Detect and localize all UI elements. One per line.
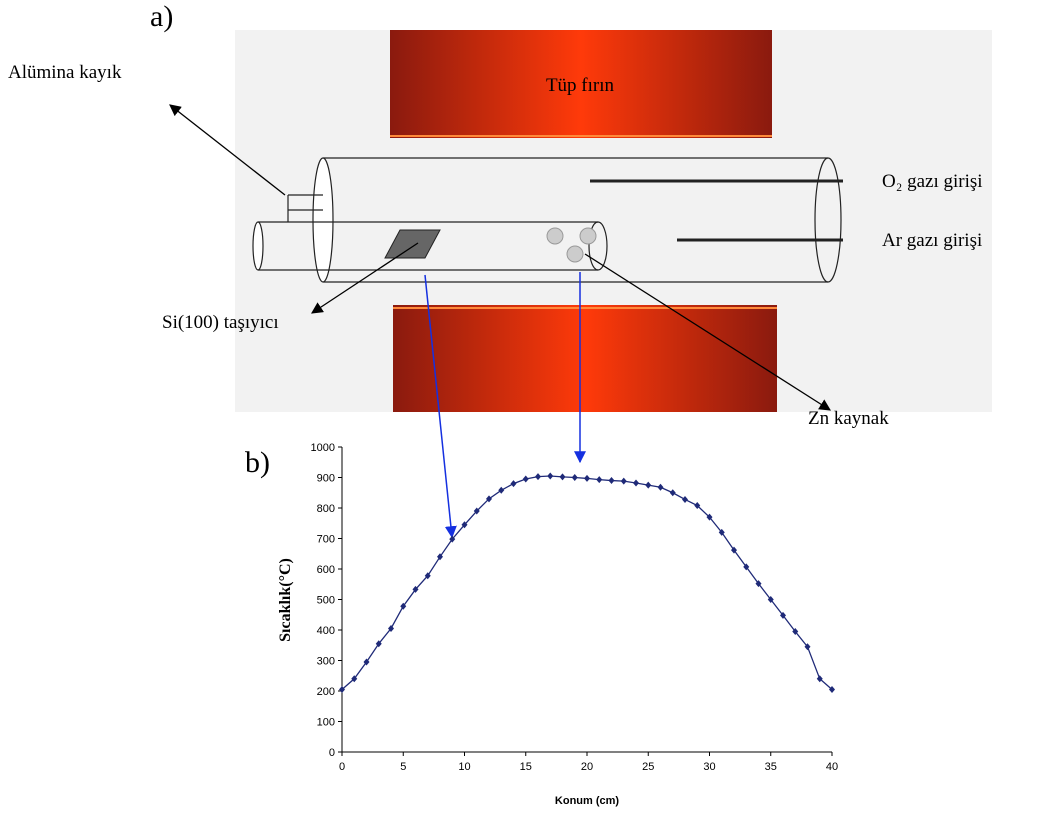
y-tick-label: 400 bbox=[317, 625, 335, 637]
label: Si(100) taşıyıcı bbox=[162, 312, 279, 333]
point bbox=[363, 658, 370, 666]
furnace-top bbox=[390, 30, 772, 138]
point bbox=[608, 477, 615, 485]
point bbox=[743, 563, 750, 571]
x-tick-label: 40 bbox=[826, 761, 838, 773]
point bbox=[547, 472, 554, 480]
point bbox=[584, 474, 590, 482]
y-tick-label: 900 bbox=[317, 473, 335, 485]
tube bbox=[252, 157, 843, 283]
point bbox=[682, 495, 688, 503]
point bbox=[412, 585, 419, 593]
point bbox=[510, 480, 517, 488]
y-tick-label: 300 bbox=[317, 656, 335, 668]
point bbox=[816, 675, 823, 683]
y-tick-label: 800 bbox=[317, 503, 335, 515]
point bbox=[718, 528, 725, 536]
point bbox=[437, 553, 443, 561]
point bbox=[339, 685, 345, 693]
y-tick-label: 100 bbox=[317, 717, 335, 729]
y-tick-label: 0 bbox=[329, 747, 335, 759]
point bbox=[400, 602, 407, 610]
x-tick-label: 30 bbox=[703, 761, 715, 773]
point bbox=[669, 489, 676, 497]
point bbox=[375, 640, 382, 648]
point bbox=[559, 473, 566, 481]
point bbox=[792, 628, 799, 636]
label: Alümina kayık bbox=[8, 62, 122, 83]
y-tick-label: 1000 bbox=[311, 442, 335, 454]
point bbox=[351, 675, 358, 683]
pointer-arrows bbox=[169, 104, 831, 411]
y-tick-label: 500 bbox=[317, 595, 335, 607]
y-axis-label: Sıcaklık(°C) bbox=[277, 558, 294, 642]
point bbox=[473, 507, 480, 515]
x-tick-label: 20 bbox=[581, 761, 593, 773]
label: Zn kaynak bbox=[808, 408, 889, 429]
point bbox=[596, 476, 603, 484]
point bbox=[449, 535, 456, 543]
label: O₂ gazı girişi bbox=[882, 171, 983, 192]
point bbox=[571, 474, 578, 481]
point bbox=[780, 611, 786, 619]
point bbox=[633, 479, 639, 487]
zn-source bbox=[546, 227, 597, 263]
point bbox=[461, 521, 468, 529]
panel-label: a) bbox=[150, 0, 173, 33]
y-tick-label: 600 bbox=[317, 564, 335, 576]
si-substrate bbox=[384, 229, 441, 259]
x-tick-label: 35 bbox=[765, 761, 777, 773]
x-tick-label: 15 bbox=[520, 761, 532, 773]
x-tick-label: 0 bbox=[339, 761, 345, 773]
y-tick-label: 200 bbox=[317, 686, 335, 698]
x-axis-label: Konum (cm) bbox=[555, 795, 620, 807]
x-tick-label: 10 bbox=[458, 761, 470, 773]
point bbox=[645, 481, 652, 489]
point bbox=[767, 596, 774, 603]
point bbox=[424, 572, 431, 580]
point bbox=[804, 643, 811, 651]
point bbox=[706, 513, 713, 521]
point bbox=[829, 685, 835, 693]
point bbox=[731, 546, 737, 554]
point bbox=[694, 502, 701, 510]
point bbox=[388, 624, 394, 632]
chart: 0 100 200 300 400 500 600 700 800 900 1000 0 5 10 15 20… bbox=[311, 442, 839, 773]
furnace-bottom bbox=[393, 305, 777, 412]
panel-label: b) bbox=[245, 446, 270, 479]
point bbox=[486, 495, 492, 503]
y-tick-label: 700 bbox=[317, 534, 335, 546]
point bbox=[620, 477, 627, 485]
point bbox=[755, 580, 762, 588]
point bbox=[535, 473, 541, 481]
x-tick-label: 25 bbox=[642, 761, 654, 773]
x-tick-label: 5 bbox=[400, 761, 406, 773]
point bbox=[498, 486, 505, 494]
label: Ar gazı girişi bbox=[882, 230, 982, 251]
point bbox=[522, 475, 529, 483]
point bbox=[657, 483, 664, 491]
label: Tüp fırın bbox=[546, 75, 615, 96]
link-arrows bbox=[424, 272, 586, 539]
